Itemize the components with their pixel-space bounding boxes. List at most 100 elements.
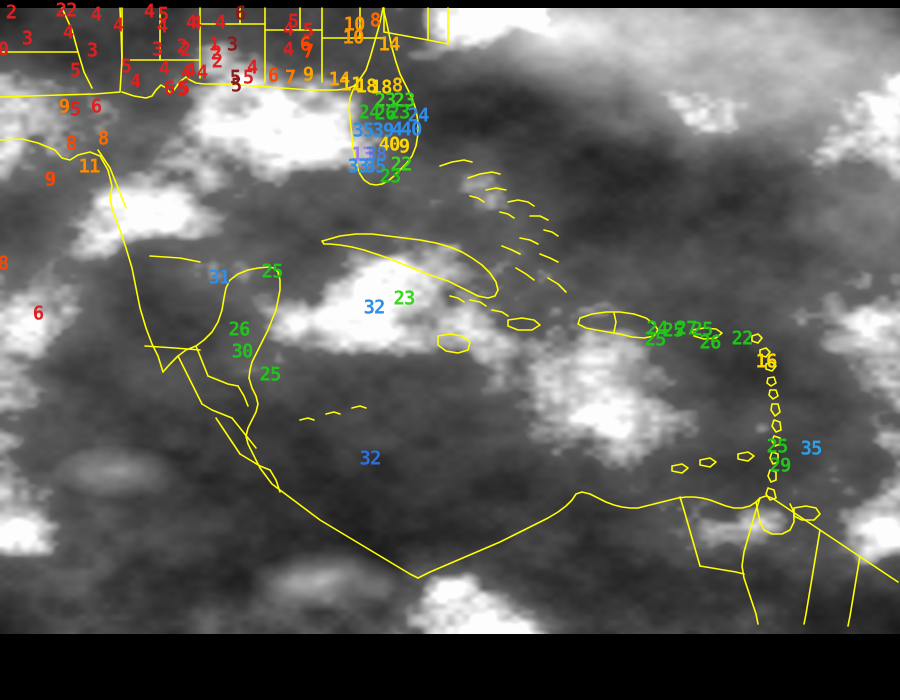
station-value: 4 (156, 15, 168, 38)
station-value: 32 (363, 296, 386, 319)
station-value: 35 (352, 119, 375, 142)
station-value: 4 (282, 18, 294, 41)
station-value: 24 (407, 104, 430, 127)
station-value: 6 (267, 64, 279, 87)
station-value: 26 (374, 102, 397, 125)
station-value: 14 (378, 33, 401, 56)
station-value: 22 (390, 153, 413, 176)
top-letterbox (0, 0, 900, 8)
station-value: 40 (378, 133, 401, 156)
station-value: 6 (32, 302, 44, 325)
station-value: 13 (351, 143, 374, 166)
station-value: 38 (365, 143, 388, 166)
station-value: 39 (372, 119, 395, 142)
station-value: 6 (234, 2, 246, 25)
station-value: 16 (755, 350, 778, 373)
station-value: 4 (246, 56, 258, 79)
station-value: 9 (58, 95, 70, 118)
station-value: 23 (379, 165, 402, 188)
station-value: 8 (0, 252, 9, 275)
station-value: 5 (69, 59, 81, 82)
station-value: 4 (158, 57, 170, 80)
station-value: 14 (328, 68, 351, 91)
station-value: 5 (69, 98, 81, 121)
station-value: 6 (299, 33, 311, 56)
station-value: 23 (393, 287, 416, 310)
station-value: 9 (44, 168, 56, 191)
station-value: 35 (364, 155, 387, 178)
station-value: 8 (97, 127, 109, 150)
station-value: 23 (374, 89, 397, 112)
station-value: 5 (120, 55, 132, 78)
station-value: 40 (400, 118, 423, 141)
station-value: 31 (208, 266, 231, 289)
station-value: 1 (208, 33, 220, 56)
station-value: 4 (143, 0, 155, 23)
station-value: 26 (699, 331, 722, 354)
station-value: 8 (391, 74, 403, 97)
station-value: 6 (163, 77, 175, 100)
station-value: 11 (78, 155, 101, 178)
satellite-imagery (0, 8, 900, 634)
station-value: 4 (185, 11, 197, 34)
bottom-letterbox (0, 634, 900, 700)
station-value: 8 (369, 9, 381, 32)
station-value: 4 (190, 12, 202, 35)
station-value: 7 (284, 66, 296, 89)
station-value: 3 (151, 38, 163, 61)
station-value: 2 (176, 35, 188, 58)
station-value: 5 (230, 74, 242, 97)
station-value: 22 (55, 0, 78, 22)
station-value: 7 (302, 40, 314, 63)
colorbar-legend: 36912151821242730333639424548 PWV mm Suo… (0, 634, 900, 700)
station-value: 2 (179, 38, 191, 61)
station-value: 10 (343, 13, 366, 36)
station-value: 4 (180, 61, 192, 84)
station-value: 5 (229, 66, 241, 89)
station-value: 4 (62, 21, 74, 44)
station-value: 2 (211, 50, 223, 73)
station-value: 30 (231, 340, 254, 363)
station-value: 26 (228, 318, 251, 341)
station-value: 4 (282, 38, 294, 61)
station-value: 4 (391, 118, 403, 141)
station-value: 25 (691, 318, 714, 341)
station-value: 3 (21, 27, 33, 50)
station-value: 5 (242, 66, 254, 89)
station-value: 9 (398, 135, 410, 158)
station-value: 10 (342, 26, 365, 49)
station-value: 2 (210, 42, 222, 65)
station-value: 4 (90, 3, 102, 26)
station-value: 5 (157, 3, 169, 26)
station-value: 4 (196, 61, 208, 84)
station-value: 3 (86, 39, 98, 62)
station-value: 25 (662, 319, 685, 342)
station-value: 25 (644, 328, 667, 351)
station-value: 5 (176, 78, 188, 101)
station-value: 25 (766, 435, 789, 458)
station-value: 9 (302, 63, 314, 86)
station-value: 0 (0, 38, 9, 61)
station-value: 24 (358, 101, 381, 124)
station-value: 11 (340, 73, 363, 96)
station-value: 5 (287, 10, 299, 33)
station-value: 22 (731, 327, 754, 350)
station-value: 4 (214, 11, 226, 34)
station-value: 33 (347, 155, 370, 178)
station-value: 2 (5, 1, 17, 24)
station-value: 24 (646, 317, 669, 340)
station-value: 29 (769, 454, 792, 477)
station-value: 25 (261, 260, 284, 283)
station-value: 8 (65, 132, 77, 155)
station-value: 27 (675, 317, 698, 340)
station-value: 18 (355, 75, 378, 98)
station-value: 4 (112, 14, 124, 37)
station-value: 3 (226, 33, 238, 56)
station-value: 4 (184, 59, 196, 82)
station-value: 4 (129, 70, 141, 93)
station-value: 32 (359, 447, 382, 470)
station-value: 25 (259, 363, 282, 386)
station-value: 18 (370, 76, 393, 99)
station-value: 23 (388, 101, 411, 124)
